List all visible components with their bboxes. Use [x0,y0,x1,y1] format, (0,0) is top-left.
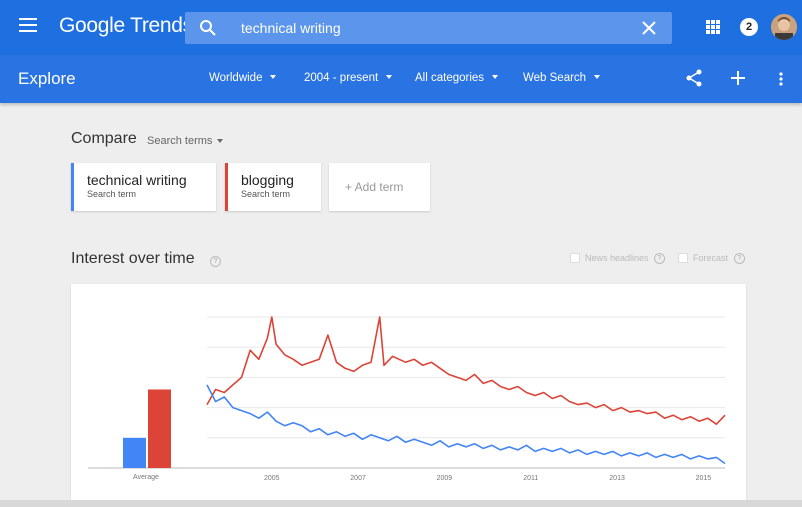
x-tick-label: 2009 [437,475,453,482]
search-terms-dropdown[interactable]: Search terms [147,135,224,147]
help-icon[interactable]: ? [734,253,745,264]
caret-down-icon [386,75,393,79]
term-card-blogging[interactable]: blogging Search term [225,163,321,211]
term-card-technical-writing[interactable]: technical writing Search term [71,163,216,211]
notification-badge[interactable]: 2 [740,18,758,36]
help-icon[interactable]: ? [210,256,221,267]
interest-over-time-title: Interest over time [71,250,195,267]
top-bar: Google Trends 2 [0,0,802,55]
explore-title: Explore [18,69,76,88]
add-icon[interactable] [731,71,745,85]
google-trends-logo[interactable]: Google Trends [59,14,193,37]
series-line-technical-writing[interactable] [206,384,726,465]
x-tick-label: 2013 [609,475,625,482]
x-tick-label: 2007 [350,475,366,482]
compare-title: Compare [71,130,137,147]
user-avatar-icon [771,14,797,40]
caret-down-icon [492,75,499,79]
average-bar-technical-writing[interactable] [123,437,146,468]
filter-region[interactable]: Worldwide [209,72,277,84]
term-label: blogging [241,172,294,188]
x-tick-label: 2015 [696,475,712,482]
news-headlines-toggle[interactable]: News headlines [570,253,649,263]
forecast-toggle[interactable]: Forecast [678,253,728,263]
term-color-bar [71,163,74,211]
search-icon[interactable] [199,19,217,37]
hamburger-menu-icon[interactable] [19,18,37,32]
share-icon[interactable] [686,69,703,87]
caret-down-icon [594,75,601,79]
search-input[interactable] [241,19,621,37]
term-color-bar [225,163,228,211]
apps-grid-icon[interactable] [706,20,720,34]
average-bar-blogging[interactable] [148,389,171,468]
average-label: Average [133,474,159,481]
more-vert-icon[interactable] [779,72,783,86]
search-box[interactable] [185,12,672,44]
clear-icon[interactable] [641,20,657,36]
caret-down-icon [270,75,277,79]
add-term-button[interactable]: + Add term [329,163,430,211]
term-sublabel: Search term [87,189,137,199]
avatar[interactable] [771,14,797,40]
bottom-strip [0,500,802,507]
filter-search-type[interactable]: Web Search [523,72,601,84]
interest-over-time-chart: 2005 2007 2009 2011 2013 2015 Average [71,284,746,507]
term-sublabel: Search term [241,189,291,199]
checkbox[interactable] [678,253,688,263]
explore-bar: Explore Worldwide 2004 - present All cat… [0,55,802,103]
filter-category[interactable]: All categories [415,72,499,84]
line-chart: 2005 2007 2009 2011 2013 2015 [88,316,726,482]
caret-down-icon [217,139,224,143]
x-tick-label: 2005 [264,475,280,482]
x-tick-label: 2011 [523,475,538,482]
help-icon[interactable]: ? [654,253,665,264]
term-label: technical writing [87,172,187,188]
series-line-blogging[interactable] [206,316,726,425]
checkbox[interactable] [570,253,580,263]
filter-time-range[interactable]: 2004 - present [304,72,393,84]
